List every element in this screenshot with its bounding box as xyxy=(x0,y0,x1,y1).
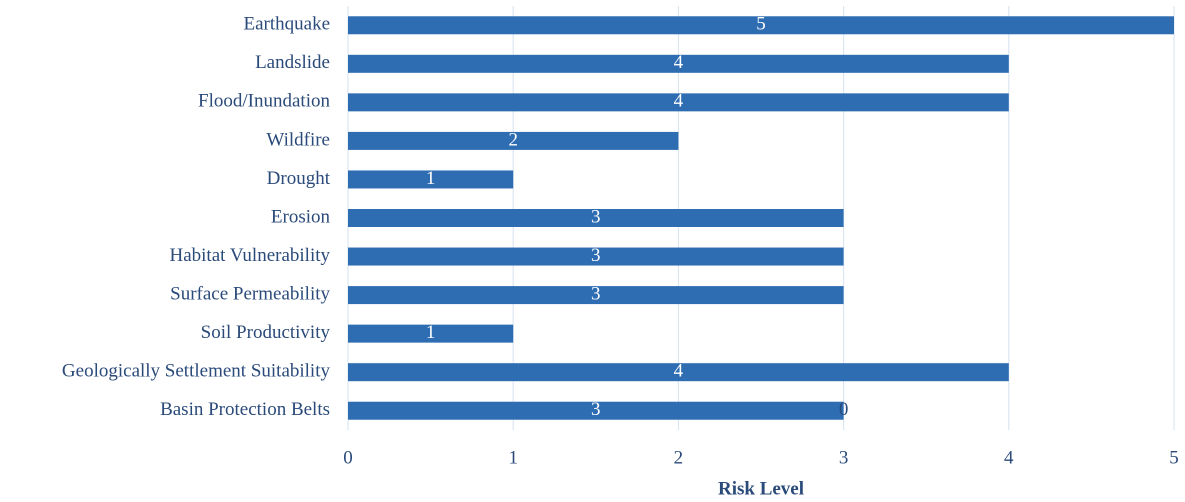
bar xyxy=(348,54,1009,73)
y-tick-label: Habitat Vulnerability xyxy=(170,245,331,266)
y-tick-label: Surface Permeability xyxy=(170,283,330,304)
bar xyxy=(348,131,679,150)
bar xyxy=(348,286,844,305)
x-tick-label: 4 xyxy=(1004,447,1014,468)
y-tick-label: Basin Protection Belts xyxy=(160,399,330,420)
bar xyxy=(348,209,844,227)
data-label: 2 xyxy=(508,129,518,150)
bar xyxy=(348,247,844,266)
x-axis-title: Risk Level xyxy=(718,478,804,499)
data-label: 3 xyxy=(591,245,601,266)
y-tick-label: Landslide xyxy=(255,52,330,73)
data-label: 1 xyxy=(426,168,436,189)
data-label: 4 xyxy=(674,52,684,73)
data-label: 4 xyxy=(674,361,684,382)
y-tick-label: Geologically Settlement Suitability xyxy=(62,361,331,382)
y-tick-label: Soil Productivity xyxy=(201,322,331,343)
data-label: 0 xyxy=(839,399,849,420)
y-tick-label: Drought xyxy=(267,168,331,189)
data-label: 4 xyxy=(674,91,684,112)
x-tick-label: 3 xyxy=(839,447,849,468)
y-tick-label: Flood/Inundation xyxy=(198,91,330,112)
y-tick-label: Erosion xyxy=(271,206,331,227)
data-label: 5 xyxy=(756,14,766,35)
bar xyxy=(348,324,514,343)
y-tick-label: Wildfire xyxy=(266,129,330,150)
data-label: 3 xyxy=(591,206,601,227)
bar xyxy=(348,170,514,189)
x-tick-label: 5 xyxy=(1169,447,1179,468)
bar xyxy=(348,93,1009,112)
x-tick-label: 0 xyxy=(343,447,353,468)
x-tick-label: 2 xyxy=(674,447,684,468)
bar xyxy=(348,16,1174,35)
data-label: 3 xyxy=(591,399,601,420)
y-tick-label: Earthquake xyxy=(243,14,330,35)
bar xyxy=(348,363,1009,382)
bar xyxy=(348,401,844,420)
x-tick-label: 1 xyxy=(508,447,518,468)
data-label: 1 xyxy=(426,322,436,343)
data-label: 3 xyxy=(591,283,601,304)
